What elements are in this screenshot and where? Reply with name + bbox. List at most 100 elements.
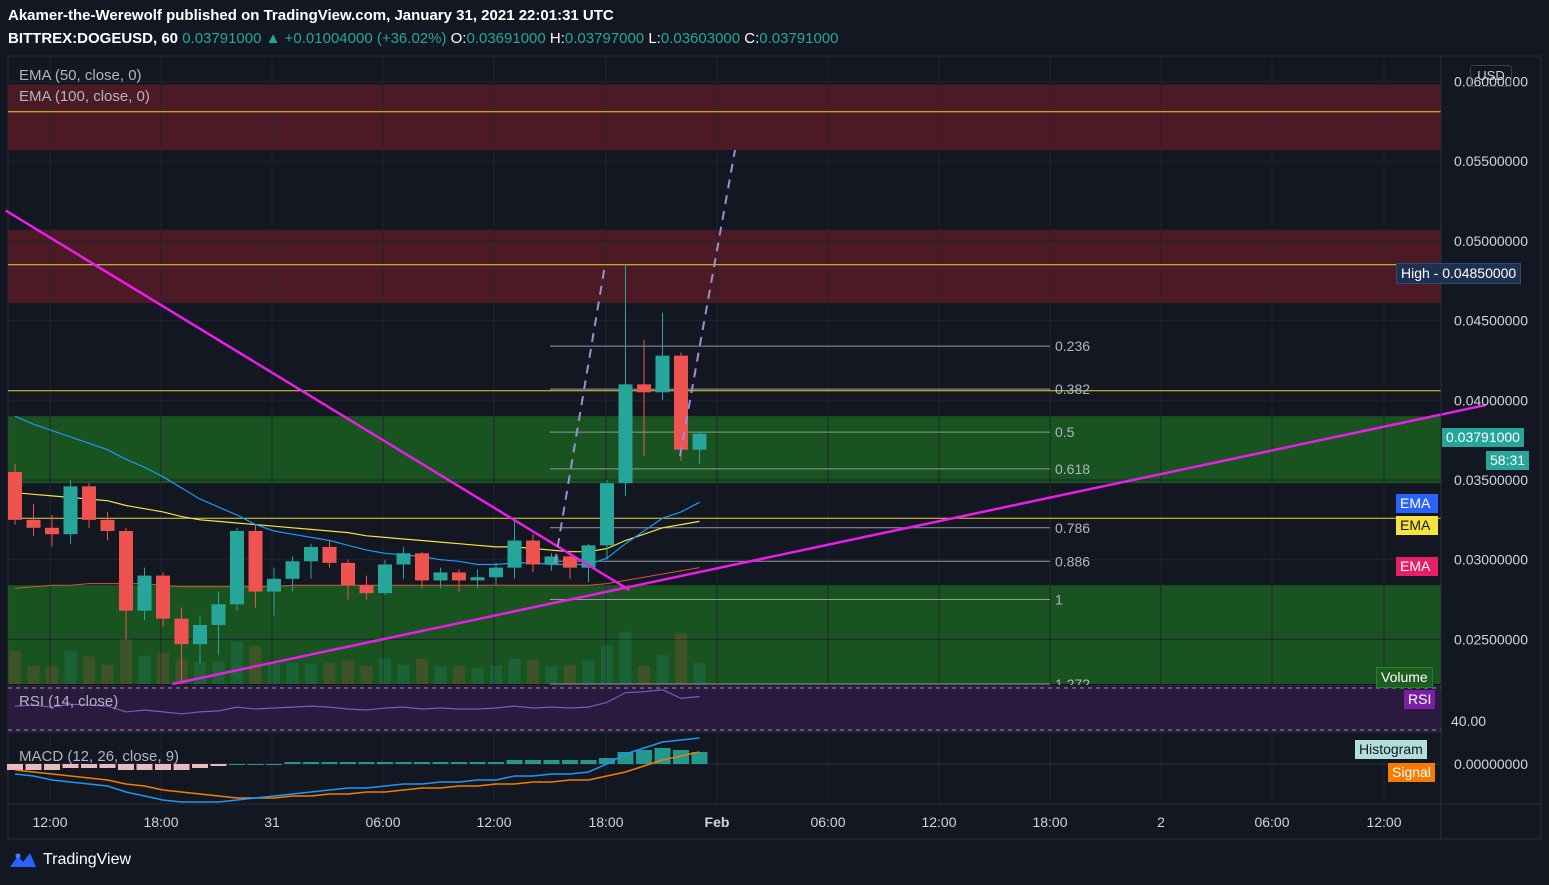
candle-body [322,546,337,563]
candle-body [452,572,466,581]
y-tick-label: 0.04000000 [1454,392,1528,408]
macd-histogram-bar [469,762,486,764]
volume-bar [101,664,114,684]
macd-histogram-bar [617,752,634,764]
x-tick-label: 12:00 [476,814,511,830]
volume-bar [508,658,521,684]
volume-bar [675,633,687,684]
close-value: 0.03791000 [759,30,839,47]
macd-histogram-bar [395,762,412,764]
volume-bar [157,652,169,684]
candle-body [63,486,78,535]
candle-body [655,355,670,393]
volume-bar [9,651,21,684]
candle-body [618,384,633,484]
x-tick-label: 2 [1157,814,1165,830]
volume-bar [231,641,243,684]
volume-bar [194,661,206,684]
volume-bar [397,664,410,684]
macd-histogram-bar [25,764,42,770]
candle-body [174,618,189,645]
volume-bar [545,666,558,684]
trendline-1 [171,403,1487,686]
x-tick-label: 18:00 [143,814,178,830]
macd-legend[interactable]: MACD (12, 26, close, 9) [19,748,180,765]
candle-body [156,575,170,619]
ema-red-tag: EMA [1396,557,1438,576]
close-label: C: [744,30,760,47]
zones-layer [8,84,1441,684]
candle-body [230,530,244,605]
rsi-pane [8,685,1441,733]
fib-level-label: 0.886 [1055,553,1090,569]
candle-body [341,562,355,586]
volume-bar [323,663,336,684]
candle-body [470,577,485,581]
ema50-legend[interactable]: EMA (50, close, 0) [19,67,142,84]
high-tag-value: 0.04850000 [1442,265,1517,281]
symbol-label[interactable]: BITTREX:DOGEUSD, 60 [8,30,179,47]
macd-histogram-bar [488,762,504,764]
y-tick-label: 0.03500000 [1454,472,1528,488]
y-tick-label: 0.05500000 [1454,153,1528,169]
candle-body [396,553,411,565]
signal-tag: Signal [1388,763,1435,782]
fib-level-label: 0.236 [1055,338,1090,354]
y-tick-label: 0.02500000 [1454,631,1528,647]
candles-layer [8,264,707,684]
macd-zero-label: 0.00000000 [1454,756,1528,772]
symbol-info: BITTREX:DOGEUSD, 60 0.03791000 ▲ +0.0100… [8,30,839,47]
candle-body [100,519,115,531]
macd-histogram-bar [654,748,671,764]
open-value: 0.03691000 [466,30,546,47]
zone-support-2 [8,416,1441,484]
candle-body [193,625,207,645]
volume-bar [305,663,317,684]
macd-histogram-bar [451,762,467,764]
candle-body [692,433,707,450]
trendline-0 [5,209,630,592]
macd-histogram-bar [210,764,227,766]
volume-bar [27,666,40,684]
rsi-legend[interactable]: RSI (14, close) [19,693,119,710]
macd-histogram-bar [414,762,430,764]
macd-histogram-bar [691,752,708,764]
candle-body [119,530,133,611]
author[interactable]: Akamer-the-Werewolf published on Trading… [8,7,614,24]
rsi-tag: RSI [1404,690,1436,709]
candle-body [359,585,374,594]
macd-line [14,737,700,803]
macd-histogram-bar [358,762,375,764]
ema100-legend[interactable]: EMA (100, close, 0) [19,88,150,105]
tradingview-brand[interactable]: TradingView [8,850,131,870]
grid-layer [8,56,1441,804]
projection-line-up [554,264,606,564]
brand-label: TradingView [43,851,132,868]
volume-bar [416,658,428,684]
candle-body [600,483,614,546]
axes-layer: 0.060000000.055000000.050000000.04500000… [8,56,1541,839]
candle-body [137,575,152,611]
x-tick-label: 12:00 [921,814,956,830]
macd-histogram-bar [266,764,282,765]
y-tick-label: 0.03000000 [1454,552,1528,568]
volume-bar [434,666,447,684]
macd-histogram-bar [562,760,578,764]
fib-level-label: 0.5 [1055,424,1075,440]
macd-histogram-bar [284,762,301,764]
macd-histogram-bar [136,764,153,770]
ema-blue-tag: EMA [1396,494,1438,513]
ema-yellow-tag: EMA [1396,516,1438,535]
volume-bar [471,667,484,684]
macd-histogram-bar [192,764,208,768]
x-tick-label: 06:00 [365,814,400,830]
candle-body [674,355,688,450]
macd-histogram-bar [506,760,523,764]
volume-bar [46,666,58,684]
macd-pane: 0.00000000 [7,737,1528,803]
candle-body [8,472,22,520]
volume-bar [601,645,613,684]
currency-button[interactable]: USD [1470,65,1512,87]
